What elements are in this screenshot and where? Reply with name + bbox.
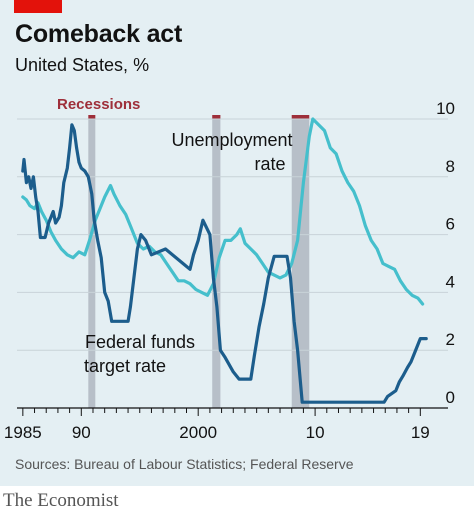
y-tick-label-2: 2 xyxy=(446,330,455,349)
chart-subtitle: United States, % xyxy=(15,55,150,75)
y-tick-label-0: 0 xyxy=(446,388,455,407)
fed-funds-label-line-2: target rate xyxy=(84,356,166,376)
y-tick-label-6: 6 xyxy=(446,215,455,234)
x-tick-label-19: 19 xyxy=(411,423,430,442)
unemployment-label-line-1: Unemployment xyxy=(171,130,292,150)
fed-funds-label-line-1: Federal funds xyxy=(85,332,195,352)
unemployment-label-line-2: rate xyxy=(254,154,285,174)
recession-marker-2 xyxy=(291,115,310,119)
x-tick-label-90: 90 xyxy=(72,423,91,442)
gridlines xyxy=(17,118,448,351)
unemployment-rate-line xyxy=(21,117,425,306)
x-tick-label-10: 10 xyxy=(306,423,325,442)
source-note: Sources: Bureau of Labour Statistics; Fe… xyxy=(15,456,354,472)
x-tick-label-1985: 1985 xyxy=(4,423,42,442)
axes: 0 2 4 6 8 10 1985 90 2000 10 19 xyxy=(4,99,455,442)
brand-red-tag xyxy=(14,0,62,13)
publisher-brand: The Economist xyxy=(3,490,119,511)
line-chart: 0 2 4 6 8 10 1985 90 2000 10 19 Recessions Unemploy… xyxy=(4,96,455,442)
recession-marker-0 xyxy=(88,115,96,119)
chart-panel xyxy=(0,0,474,486)
recessions-label: Recessions xyxy=(57,96,140,113)
recession-marker-1 xyxy=(212,115,221,119)
y-tick-label-8: 8 xyxy=(446,157,455,176)
series-lines xyxy=(21,117,428,404)
fed-funds-rate-line xyxy=(21,123,428,404)
recession-band-0 xyxy=(88,119,96,408)
chart-title: Comeback act xyxy=(15,20,183,48)
x-tick-label-2000: 2000 xyxy=(179,423,217,442)
y-tick-label-4: 4 xyxy=(446,272,455,291)
annotations: Recessions Unemployment rate Federal funds t… xyxy=(57,96,293,376)
y-tick-label-10: 10 xyxy=(436,99,455,118)
